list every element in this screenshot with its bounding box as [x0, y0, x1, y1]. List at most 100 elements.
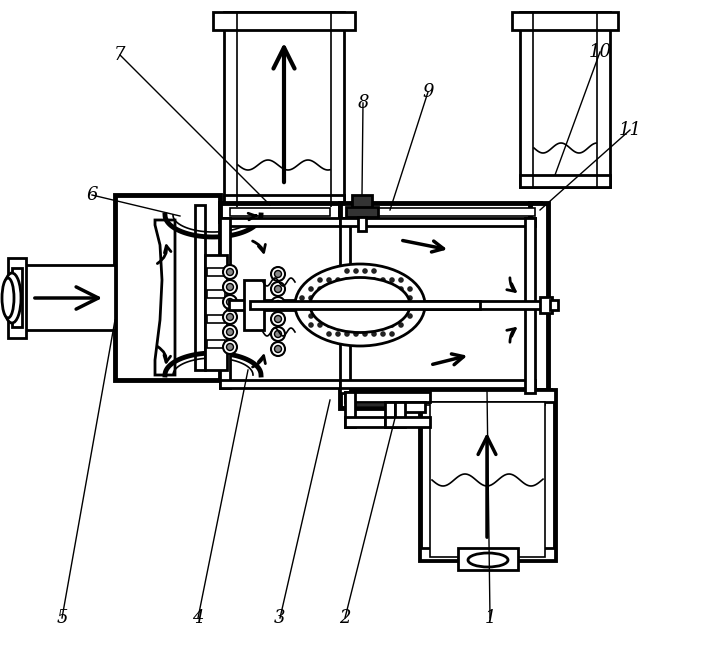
- Polygon shape: [155, 220, 175, 375]
- Circle shape: [353, 304, 359, 310]
- Bar: [220, 218, 350, 226]
- Bar: [224, 195, 344, 207]
- Circle shape: [326, 322, 332, 328]
- Circle shape: [308, 304, 314, 310]
- Circle shape: [371, 331, 377, 337]
- Circle shape: [318, 322, 323, 328]
- Bar: [550, 300, 558, 310]
- Bar: [385, 417, 430, 427]
- Circle shape: [371, 268, 377, 274]
- Circle shape: [344, 277, 349, 283]
- Circle shape: [407, 295, 413, 301]
- Circle shape: [318, 277, 323, 283]
- Circle shape: [226, 314, 233, 321]
- Circle shape: [362, 313, 368, 319]
- Circle shape: [353, 322, 359, 328]
- Circle shape: [362, 268, 368, 274]
- Bar: [520, 12, 610, 187]
- Ellipse shape: [2, 278, 14, 318]
- Circle shape: [335, 304, 341, 310]
- Bar: [425, 301, 545, 309]
- Bar: [540, 297, 552, 313]
- Ellipse shape: [310, 277, 410, 332]
- Circle shape: [416, 304, 422, 310]
- Bar: [207, 290, 225, 298]
- Circle shape: [362, 286, 368, 292]
- Circle shape: [335, 286, 341, 292]
- Circle shape: [362, 331, 368, 337]
- Circle shape: [407, 304, 413, 310]
- Text: 5: 5: [57, 609, 67, 627]
- Circle shape: [380, 304, 386, 310]
- Ellipse shape: [295, 264, 425, 346]
- Circle shape: [275, 330, 281, 338]
- Circle shape: [353, 331, 359, 337]
- Ellipse shape: [3, 273, 21, 323]
- Bar: [420, 548, 555, 560]
- Bar: [420, 390, 555, 402]
- Circle shape: [371, 295, 377, 301]
- Circle shape: [223, 265, 237, 279]
- Circle shape: [223, 340, 237, 354]
- Bar: [205, 255, 227, 370]
- Circle shape: [271, 267, 285, 281]
- Text: 6: 6: [86, 186, 98, 204]
- Circle shape: [318, 304, 323, 310]
- Circle shape: [223, 280, 237, 294]
- Circle shape: [344, 286, 349, 292]
- Circle shape: [389, 277, 395, 283]
- Text: 7: 7: [115, 46, 125, 64]
- Circle shape: [226, 268, 233, 275]
- Circle shape: [335, 331, 341, 337]
- Circle shape: [362, 322, 368, 328]
- Circle shape: [308, 313, 314, 319]
- Circle shape: [371, 322, 377, 328]
- Circle shape: [226, 299, 233, 305]
- Bar: [15, 265, 115, 330]
- Circle shape: [299, 304, 304, 310]
- Circle shape: [308, 322, 314, 328]
- Bar: [229, 300, 369, 310]
- Circle shape: [271, 342, 285, 356]
- Circle shape: [371, 313, 377, 319]
- Text: 1: 1: [484, 609, 496, 627]
- Bar: [385, 402, 395, 427]
- Circle shape: [318, 286, 323, 292]
- Circle shape: [275, 301, 281, 308]
- Circle shape: [326, 295, 332, 301]
- Circle shape: [326, 313, 332, 319]
- Bar: [345, 392, 430, 402]
- Bar: [8, 258, 26, 338]
- Circle shape: [353, 286, 359, 292]
- Circle shape: [380, 295, 386, 301]
- Bar: [207, 315, 225, 323]
- Circle shape: [223, 325, 237, 339]
- Circle shape: [335, 277, 341, 283]
- Circle shape: [398, 304, 404, 310]
- Circle shape: [223, 310, 237, 324]
- Bar: [420, 390, 555, 560]
- Circle shape: [226, 329, 233, 336]
- Circle shape: [271, 327, 285, 341]
- Bar: [220, 380, 350, 388]
- Bar: [224, 12, 344, 207]
- Circle shape: [407, 313, 413, 319]
- Bar: [345, 392, 355, 427]
- Circle shape: [398, 322, 404, 328]
- Circle shape: [344, 313, 349, 319]
- Circle shape: [344, 322, 349, 328]
- Circle shape: [344, 268, 349, 274]
- Bar: [213, 12, 355, 30]
- Circle shape: [223, 295, 237, 309]
- Circle shape: [344, 304, 349, 310]
- Circle shape: [389, 331, 395, 337]
- Bar: [340, 390, 550, 408]
- Bar: [520, 175, 610, 187]
- Circle shape: [275, 286, 281, 292]
- Circle shape: [389, 313, 395, 319]
- Circle shape: [389, 286, 395, 292]
- Circle shape: [371, 277, 377, 283]
- Circle shape: [398, 295, 404, 301]
- Circle shape: [353, 277, 359, 283]
- Circle shape: [362, 304, 368, 310]
